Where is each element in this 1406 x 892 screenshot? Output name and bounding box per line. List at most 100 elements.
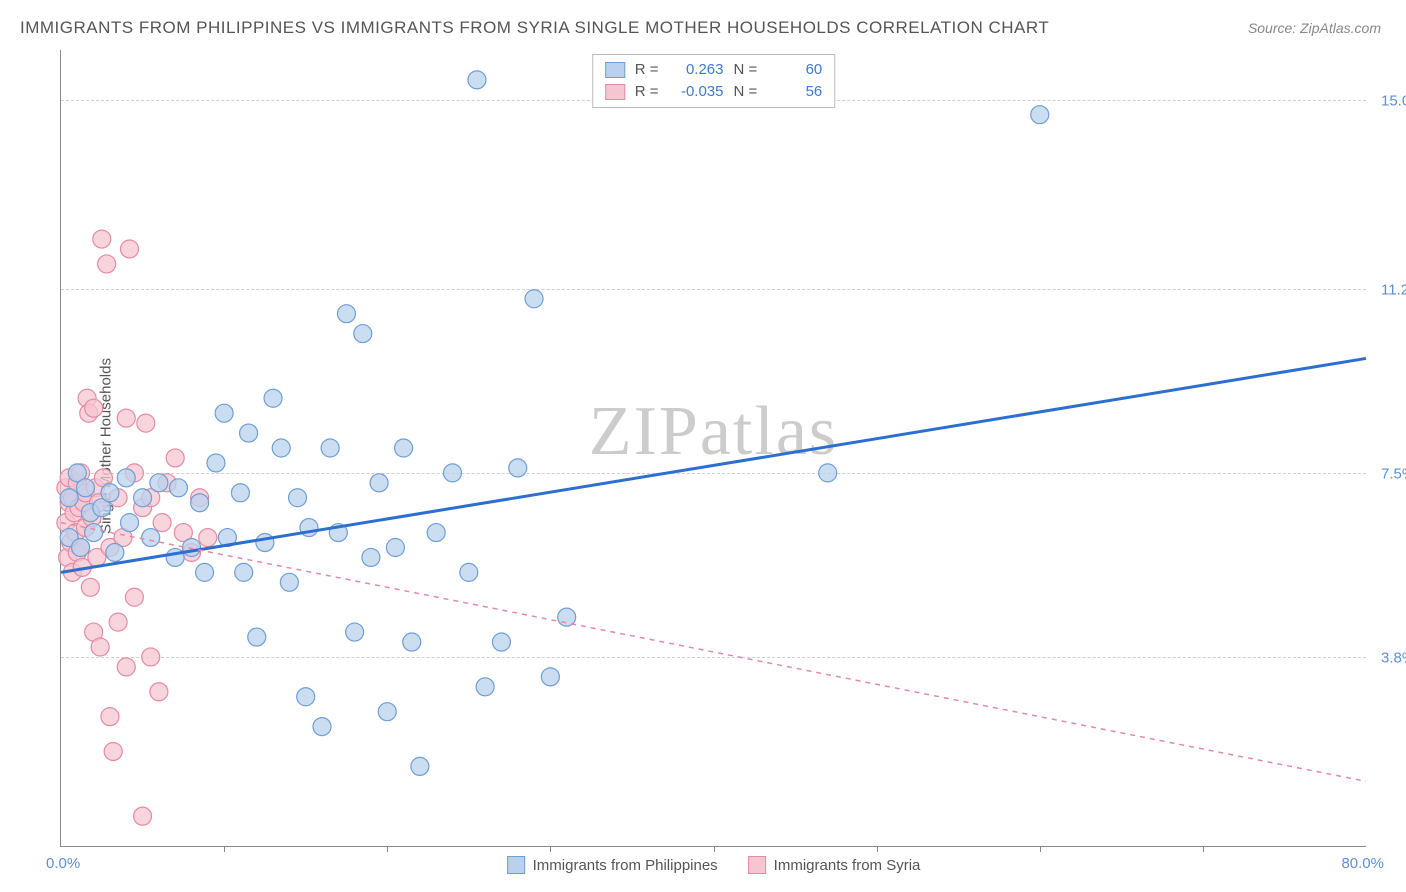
scatter-point bbox=[101, 708, 119, 726]
scatter-point bbox=[98, 255, 116, 273]
scatter-point bbox=[411, 757, 429, 775]
scatter-point bbox=[142, 648, 160, 666]
scatter-point bbox=[370, 474, 388, 492]
scatter-point bbox=[460, 563, 478, 581]
y-tick-label: 15.0% bbox=[1371, 92, 1406, 109]
scatter-point bbox=[272, 439, 290, 457]
scatter-point bbox=[1031, 106, 1049, 124]
r-value-syria: -0.035 bbox=[669, 81, 724, 103]
scatter-point bbox=[492, 633, 510, 651]
plot-area: ZIPatlas 3.8%7.5%11.2%15.0% R = 0.263 N … bbox=[60, 50, 1366, 847]
scatter-point bbox=[85, 399, 103, 417]
trend-line bbox=[61, 523, 1366, 782]
x-max-label: 80.0% bbox=[1341, 855, 1384, 872]
legend-swatch-syria bbox=[605, 84, 625, 100]
scatter-point bbox=[104, 742, 122, 760]
scatter-point bbox=[81, 578, 99, 596]
legend-swatch-philippines-bottom bbox=[507, 856, 525, 874]
legend-item-philippines: Immigrants from Philippines bbox=[507, 856, 718, 874]
scatter-point bbox=[117, 469, 135, 487]
scatter-point bbox=[117, 658, 135, 676]
n-label: N = bbox=[734, 59, 758, 81]
n-value-philippines: 60 bbox=[767, 59, 822, 81]
scatter-point bbox=[476, 678, 494, 696]
n-label: N = bbox=[734, 81, 758, 103]
correlation-legend: R = 0.263 N = 60 R = -0.035 N = 56 bbox=[592, 54, 836, 108]
trend-line bbox=[61, 358, 1366, 572]
scatter-point bbox=[142, 529, 160, 547]
scatter-point bbox=[153, 514, 171, 532]
scatter-point bbox=[215, 404, 233, 422]
x-tick bbox=[224, 846, 225, 852]
scatter-point bbox=[427, 524, 445, 542]
scatter-point bbox=[72, 539, 90, 557]
scatter-point bbox=[150, 474, 168, 492]
scatter-point bbox=[819, 464, 837, 482]
r-value-philippines: 0.263 bbox=[669, 59, 724, 81]
scatter-point bbox=[106, 543, 124, 561]
scatter-point bbox=[346, 623, 364, 641]
scatter-point bbox=[93, 230, 111, 248]
y-tick-label: 7.5% bbox=[1371, 465, 1406, 482]
scatter-point bbox=[354, 325, 372, 343]
scatter-point bbox=[231, 484, 249, 502]
scatter-point bbox=[60, 489, 78, 507]
scatter-point bbox=[121, 240, 139, 258]
legend-label-syria: Immigrants from Syria bbox=[774, 857, 921, 874]
series-legend: Immigrants from Philippines Immigrants f… bbox=[507, 856, 921, 874]
scatter-point bbox=[196, 563, 214, 581]
scatter-point bbox=[395, 439, 413, 457]
y-tick-label: 3.8% bbox=[1371, 649, 1406, 666]
n-value-syria: 56 bbox=[767, 81, 822, 103]
r-label: R = bbox=[635, 59, 659, 81]
scatter-point bbox=[403, 633, 421, 651]
x-tick bbox=[1203, 846, 1204, 852]
scatter-point bbox=[134, 489, 152, 507]
scatter-point bbox=[121, 514, 139, 532]
scatter-point bbox=[125, 588, 143, 606]
scatter-point bbox=[297, 688, 315, 706]
source-attribution: Source: ZipAtlas.com bbox=[1248, 20, 1381, 36]
x-tick bbox=[877, 846, 878, 852]
x-tick bbox=[387, 846, 388, 852]
scatter-point bbox=[91, 638, 109, 656]
legend-row-philippines: R = 0.263 N = 60 bbox=[605, 59, 823, 81]
scatter-point bbox=[117, 409, 135, 427]
scatter-point bbox=[337, 305, 355, 323]
scatter-point bbox=[280, 573, 298, 591]
scatter-point bbox=[362, 548, 380, 566]
trend-lines bbox=[61, 358, 1366, 781]
legend-row-syria: R = -0.035 N = 56 bbox=[605, 81, 823, 103]
scatter-point bbox=[235, 563, 253, 581]
x-min-label: 0.0% bbox=[46, 855, 80, 872]
scatter-point bbox=[109, 613, 127, 631]
legend-item-syria: Immigrants from Syria bbox=[748, 856, 921, 874]
scatter-point bbox=[76, 479, 94, 497]
y-tick-label: 11.2% bbox=[1371, 281, 1406, 298]
scatter-point bbox=[509, 459, 527, 477]
scatter-point bbox=[289, 489, 307, 507]
scatter-point bbox=[313, 718, 331, 736]
scatter-point bbox=[166, 449, 184, 467]
scatter-point bbox=[378, 703, 396, 721]
scatter-point bbox=[207, 454, 225, 472]
legend-label-philippines: Immigrants from Philippines bbox=[533, 857, 718, 874]
scatter-point bbox=[85, 524, 103, 542]
scatter-point bbox=[101, 484, 119, 502]
scatter-point bbox=[134, 807, 152, 825]
scatter-point bbox=[541, 668, 559, 686]
scatter-point bbox=[321, 439, 339, 457]
r-label: R = bbox=[635, 81, 659, 103]
chart-container: IMMIGRANTS FROM PHILIPPINES VS IMMIGRANT… bbox=[0, 0, 1406, 892]
legend-swatch-philippines bbox=[605, 62, 625, 78]
scatter-philippines bbox=[60, 71, 1049, 776]
scatter-point bbox=[444, 464, 462, 482]
x-tick bbox=[1040, 846, 1041, 852]
scatter-point bbox=[256, 534, 274, 552]
scatter-point bbox=[386, 539, 404, 557]
scatter-point bbox=[240, 424, 258, 442]
scatter-point bbox=[169, 479, 187, 497]
chart-title: IMMIGRANTS FROM PHILIPPINES VS IMMIGRANT… bbox=[20, 18, 1049, 38]
scatter-point bbox=[137, 414, 155, 432]
scatter-point bbox=[199, 529, 217, 547]
